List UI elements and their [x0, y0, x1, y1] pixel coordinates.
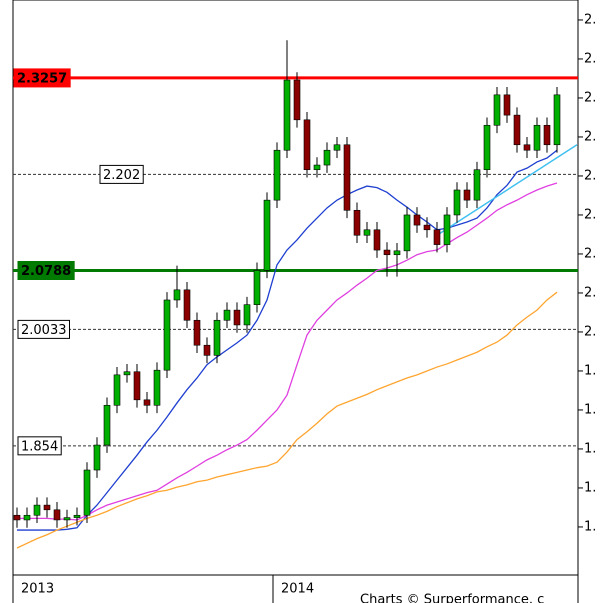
candle-body: [513, 114, 521, 146]
candle-body: [363, 229, 371, 236]
candle-body: [233, 309, 241, 326]
candle-body: [403, 214, 411, 252]
y-tick-label: 2.: [584, 207, 596, 222]
candle-body: [263, 199, 271, 271]
candle-body: [273, 149, 281, 201]
candle-body: [373, 229, 381, 251]
candle-body: [283, 79, 291, 151]
candle-body: [413, 214, 421, 226]
candle-body: [53, 509, 61, 521]
candle-body: [133, 371, 141, 401]
level-label-box: [17, 436, 62, 456]
level-label-box: [17, 319, 70, 339]
candle-body: [93, 444, 101, 471]
candle-body: [523, 144, 531, 151]
level-label: 2.0033: [21, 323, 67, 338]
candle-body: [353, 209, 361, 236]
level-label: 1.854: [21, 439, 58, 454]
candle-body: [533, 124, 541, 151]
candle-body: [113, 374, 121, 406]
candle-body: [393, 250, 401, 256]
level-label: 2.202: [103, 168, 140, 183]
x-tick-label: 2013: [21, 582, 54, 597]
y-tick-label: 2.: [584, 168, 596, 183]
candle-body: [143, 399, 151, 406]
trendline: [436, 144, 578, 236]
candle-body: [333, 144, 341, 151]
candle-body: [63, 517, 71, 521]
level-labels: 2.3257 2.202 2.0788 2.0033 1.854: [13, 68, 144, 456]
candle-body: [193, 319, 201, 346]
y-tick-label: 2.: [584, 285, 596, 300]
y-tick-label: 2.: [584, 324, 596, 339]
candle-body: [303, 119, 311, 171]
candle-body: [433, 229, 441, 245]
candle-body: [173, 289, 181, 301]
candle-body: [83, 469, 91, 516]
candle-body: [43, 504, 51, 511]
y-tick-label: 1.: [584, 402, 596, 417]
candle-body: [223, 309, 231, 321]
y-tick-label: 2.: [584, 90, 596, 105]
candle-body: [23, 514, 31, 521]
candle-body: [463, 189, 471, 201]
level-label-box: [99, 164, 144, 184]
candle-body: [103, 404, 111, 446]
candle-body: [323, 149, 331, 166]
candle-body: [313, 164, 321, 171]
candle-body: [153, 369, 161, 406]
candle-body: [253, 270, 261, 305]
candle-body: [243, 304, 251, 326]
candle-body: [203, 344, 211, 356]
credit: Charts © Surperformance. c: [360, 593, 544, 603]
candle-body: [163, 299, 171, 371]
level-label-box: [13, 68, 71, 88]
candle-body: [13, 514, 21, 521]
candle-body: [473, 169, 481, 201]
candle-body: [483, 124, 491, 171]
moving-average: [17, 182, 558, 521]
y-tick-label: 1.: [584, 363, 596, 378]
level-label: 2.3257: [17, 71, 67, 86]
y-tick-label: 1.: [584, 480, 596, 495]
x-tick-label: 2014: [281, 582, 314, 597]
candle-body: [33, 504, 41, 516]
y-tick-label: 1.: [584, 441, 596, 456]
y-tick-label: 1.: [584, 519, 596, 534]
level-label-box: [17, 260, 75, 280]
plot-area: [13, 40, 578, 549]
moving-average: [17, 149, 558, 531]
y-tick-label: 2.: [584, 246, 596, 261]
candle-body: [443, 214, 451, 245]
y-tick-label: 2.: [584, 51, 596, 66]
candle-body: [383, 249, 391, 256]
candle-body: [123, 371, 131, 376]
candle-body: [493, 94, 501, 126]
candle-body: [453, 189, 461, 216]
candle-body: [343, 144, 351, 211]
candle-body: [73, 514, 81, 518]
candle-body: [543, 124, 551, 146]
level-label: 2.0788: [21, 264, 71, 279]
candle-body: [423, 224, 431, 231]
y-tick-label: 2.: [584, 129, 596, 144]
candle-body: [293, 79, 301, 121]
y-tick-label: 2.: [584, 12, 596, 27]
candle-body: [183, 289, 191, 321]
moving-average: [16, 291, 558, 549]
candle-body: [503, 94, 511, 116]
candle-body: [213, 319, 221, 356]
candle-body: [553, 94, 561, 146]
